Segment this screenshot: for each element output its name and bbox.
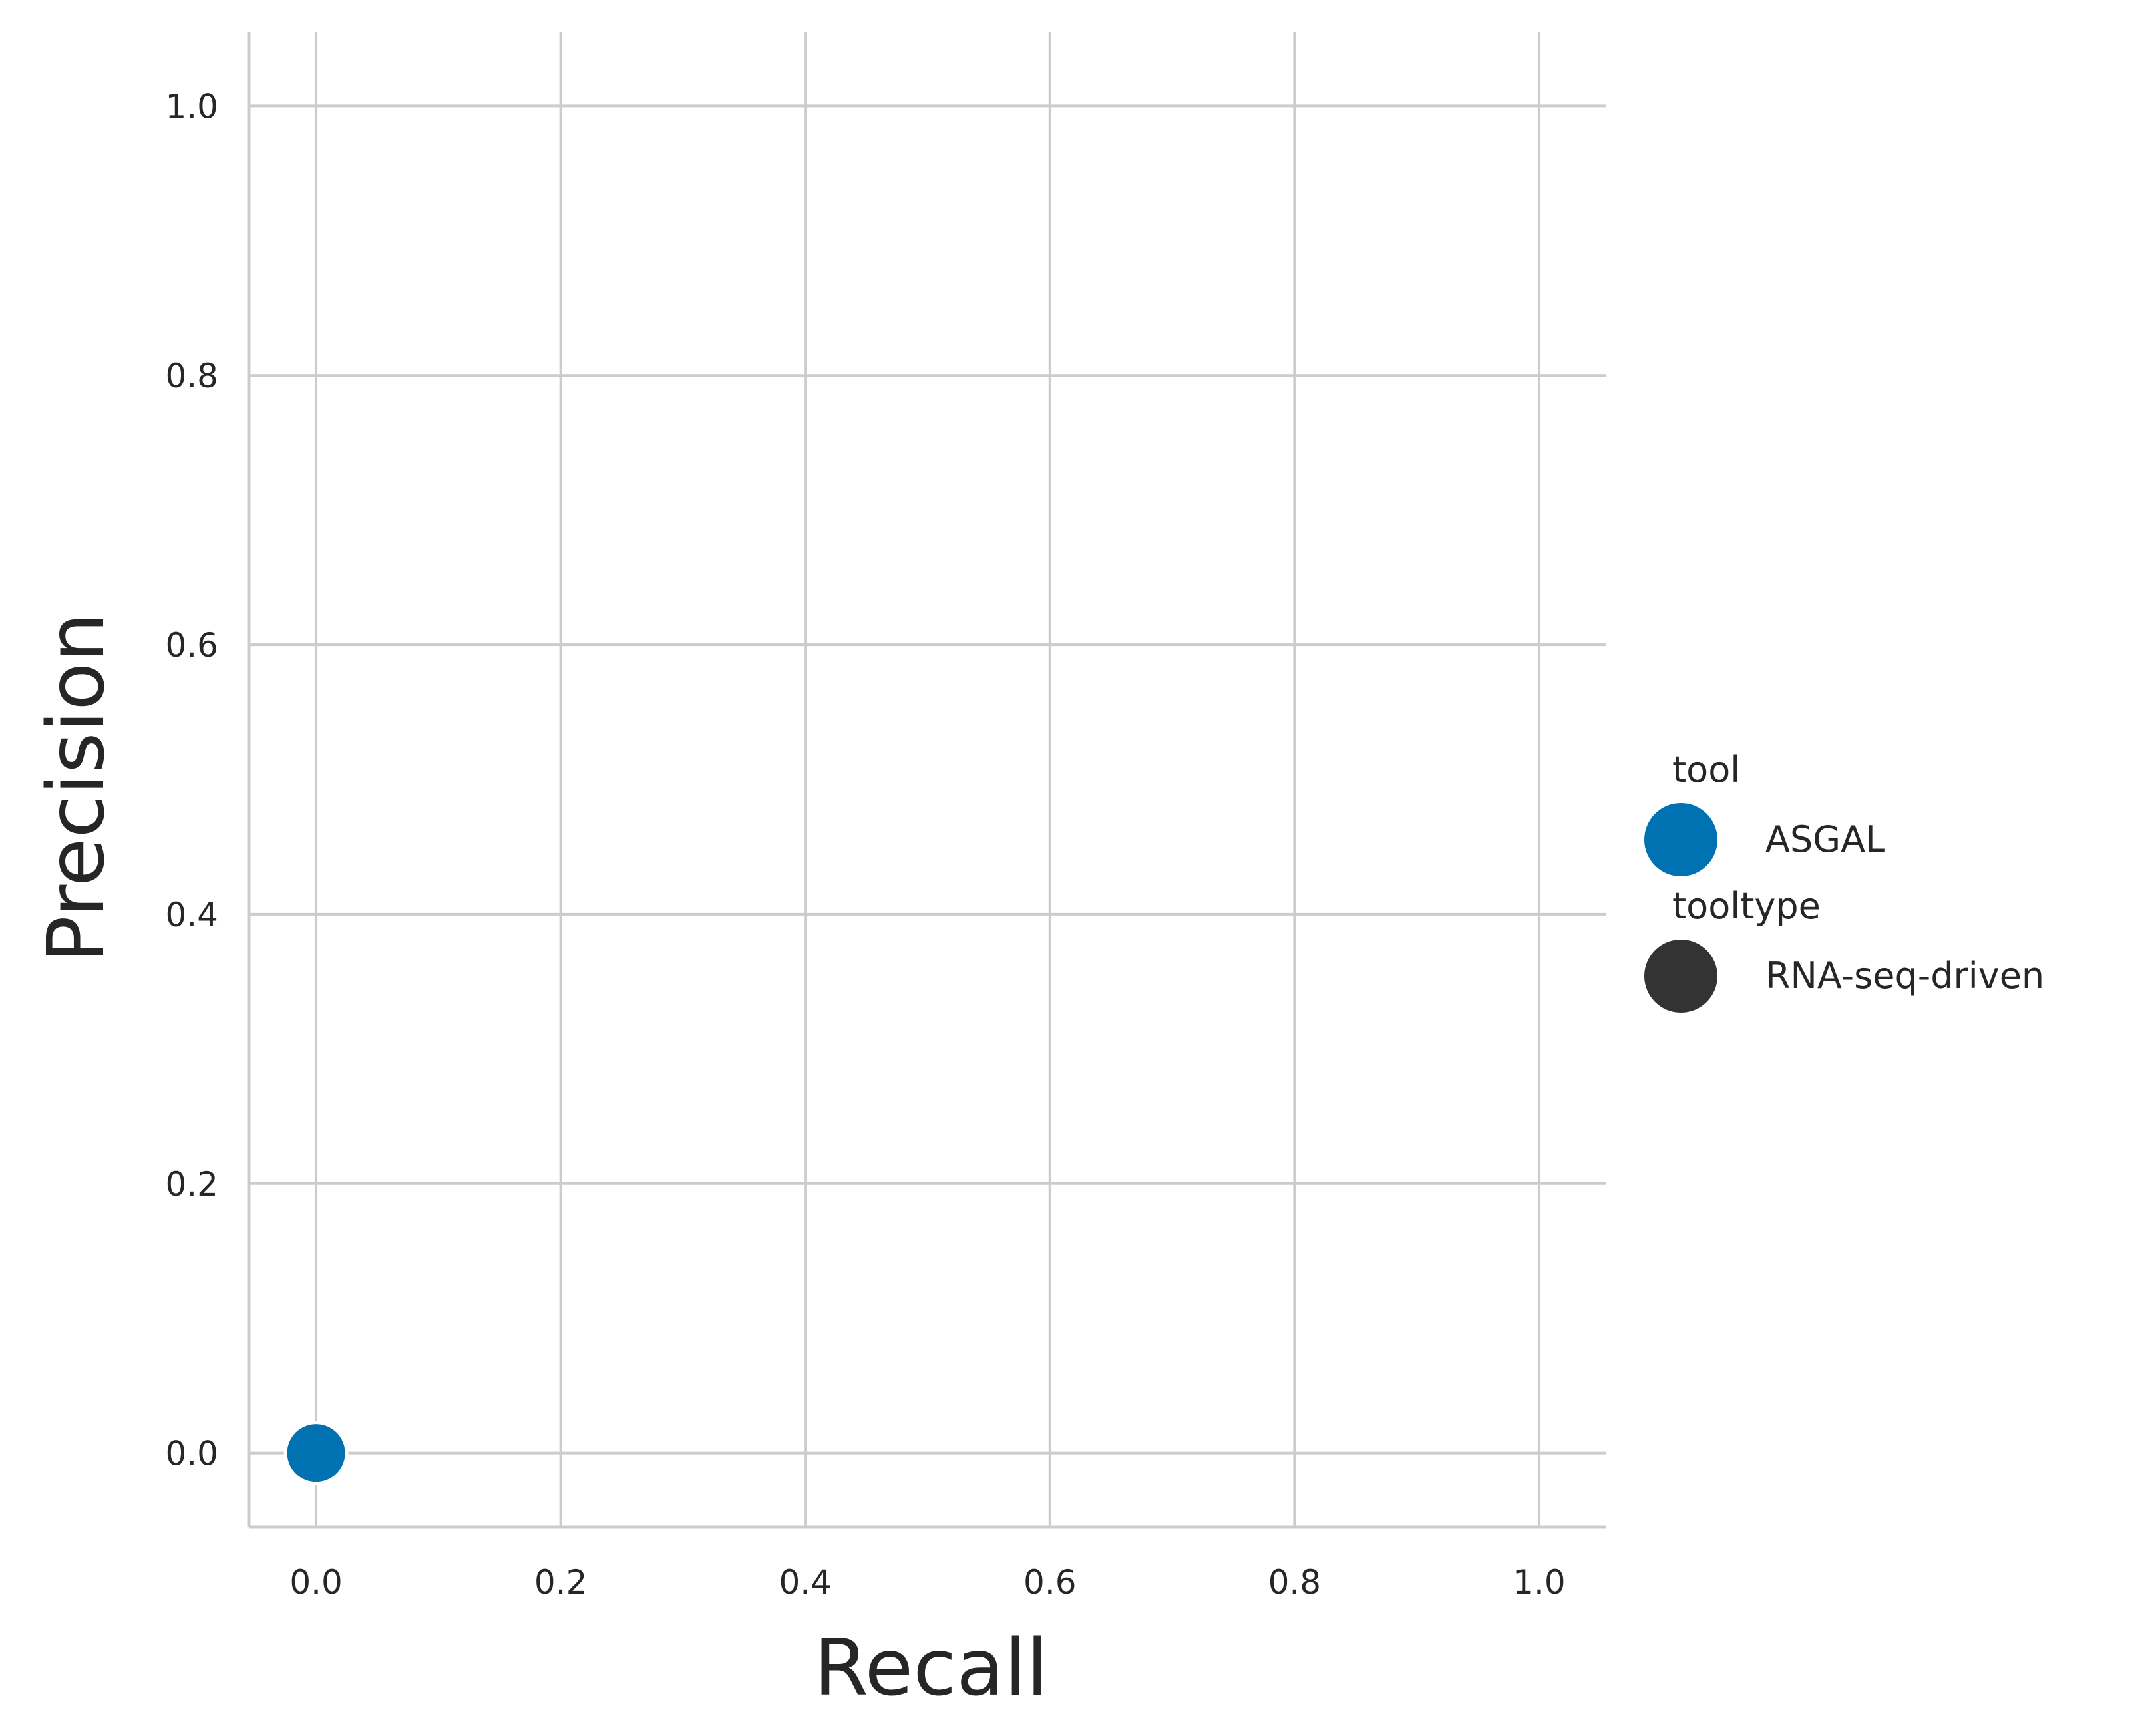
x-tick-label: 0.8 xyxy=(1268,1563,1322,1602)
legend-marker-rna-seq-driven xyxy=(1644,940,1717,1013)
x-tick-label: 0.0 xyxy=(289,1563,343,1602)
x-tick-label: 1.0 xyxy=(1513,1563,1566,1602)
x-tick-label: 0.2 xyxy=(534,1563,588,1602)
legend-title-tooltype: tooltype xyxy=(1672,885,1821,927)
data-points xyxy=(283,1421,349,1486)
x-tick-label: 0.6 xyxy=(1023,1563,1077,1602)
legend-label-asgal: ASGAL xyxy=(1765,818,1885,860)
y-tick-label: 0.2 xyxy=(165,1165,218,1204)
y-tick-label: 0.8 xyxy=(165,357,218,395)
grid-lines xyxy=(249,32,1606,1527)
x-tick-label: 0.4 xyxy=(779,1563,832,1602)
y-tick-label: 0.4 xyxy=(165,896,218,934)
legend: tool ASGAL tooltype RNA-seq-driven xyxy=(1644,749,2044,1013)
axis-spines xyxy=(247,32,1606,1529)
y-tick-labels: 0.0 0.2 0.4 0.6 0.8 1.0 xyxy=(165,87,218,1473)
legend-title-tool: tool xyxy=(1672,749,1740,790)
data-point xyxy=(283,1421,349,1486)
x-tick-labels: 0.0 0.2 0.4 0.6 0.8 1.0 xyxy=(289,1563,1565,1602)
y-tick-label: 0.0 xyxy=(165,1435,218,1473)
y-tick-label: 0.6 xyxy=(165,626,218,665)
legend-label-rna-seq-driven: RNA-seq-driven xyxy=(1765,955,2044,997)
y-tick-label: 1.0 xyxy=(165,87,218,126)
legend-marker-asgal xyxy=(1644,803,1717,876)
y-axis-label: Precision xyxy=(30,613,122,963)
x-axis-label: Recall xyxy=(814,1622,1048,1713)
